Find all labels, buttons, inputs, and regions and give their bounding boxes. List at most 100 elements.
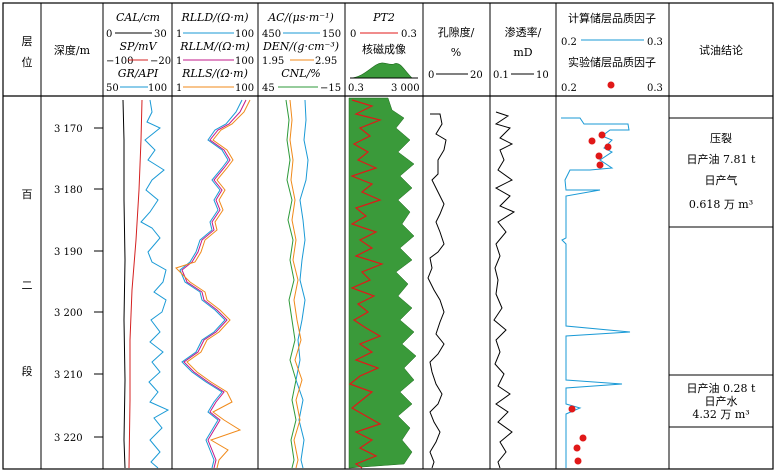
ac-curve <box>295 99 309 469</box>
nmr-label: 核磁成像 <box>362 42 406 56</box>
cal-max: 30 <box>154 29 167 40</box>
cal-min: 0 <box>106 29 112 40</box>
cnl-label: CNL/% <box>281 67 321 80</box>
track2-curves <box>175 99 251 469</box>
exp-quality-dot <box>568 405 576 413</box>
porosity-max: 20 <box>470 70 483 81</box>
conclusion-top-4: 0.618 万 m³ <box>689 198 753 211</box>
depth-tick-3210: 3 210 <box>54 370 83 381</box>
rlld-max: 100 <box>235 29 254 40</box>
porosity-curve <box>427 113 447 469</box>
depth-ticks: 3 170 3 180 3 190 3 200 3 210 3 220 <box>54 124 103 444</box>
den-label: DEN/(g·cm⁻³) <box>262 40 339 53</box>
exp-quality-dot <box>588 137 596 145</box>
porosity-label-2: % <box>451 46 461 59</box>
depth-tick-3190: 3 190 <box>54 247 83 258</box>
exp-quality-dot <box>596 161 604 169</box>
ac-min: 450 <box>262 29 281 40</box>
exp-quality-label: 实验储层品质因子 <box>568 55 656 69</box>
formation-char-2: 二 <box>22 279 33 292</box>
rlld-curve <box>179 99 243 469</box>
exp-quality-dots <box>568 131 612 465</box>
conclusion-top-3: 日产气 <box>705 173 738 187</box>
exp-quality-min: 0.2 <box>561 83 577 94</box>
exp-quality-dot <box>598 131 606 139</box>
pt2-max: 0.3 <box>401 29 417 40</box>
exp-quality-dot <box>595 152 603 160</box>
nmr-min: 0.3 <box>348 83 364 94</box>
calc-quality-label: 计算储层品质因子 <box>568 11 656 25</box>
den-curve <box>289 99 303 469</box>
pt2-curve <box>348 99 384 469</box>
exp-quality-dot <box>573 444 581 452</box>
rllm-curve <box>181 99 247 469</box>
permeability-curve <box>493 111 516 469</box>
gr-min: 50 <box>106 83 119 94</box>
formation-char-1: 百 <box>22 188 33 201</box>
sp-max: −20 <box>150 56 171 67</box>
permeability-label-2: mD <box>513 46 532 59</box>
nmr-max: 3 000 <box>391 83 420 94</box>
permeability-label-1: 渗透率/ <box>505 25 542 39</box>
cnl-max: −15 <box>320 83 341 94</box>
den-min: 1.95 <box>262 56 284 67</box>
calc-quality-curve <box>561 117 631 468</box>
layer-label-1: 层 <box>22 35 33 48</box>
pt2-min: 0 <box>350 29 356 40</box>
conclusion-top-2: 日产油 7.81 t <box>687 152 756 166</box>
depth-header: 深度/m <box>54 43 91 57</box>
sp-curve <box>128 99 143 469</box>
sp-min: −100 <box>106 56 133 67</box>
porosity-label-1: 孔隙度/ <box>438 25 475 39</box>
depth-tick-3200: 3 200 <box>54 308 83 319</box>
rlld-label: RLLD/(Ω·m) <box>180 11 248 24</box>
exp-quality-dot <box>604 143 612 151</box>
depth-tick-3220: 3 220 <box>54 433 83 444</box>
exp-quality-legend-dot <box>607 81 615 89</box>
den-max: 2.95 <box>315 56 337 67</box>
depth-tick-3170: 3 170 <box>54 124 83 135</box>
exp-quality-max: 0.3 <box>647 83 663 94</box>
track3-curves <box>285 99 309 469</box>
formation-char-3: 段 <box>22 364 33 378</box>
ac-label: AC/(μs·m⁻¹) <box>267 11 334 24</box>
conclusion-bottom-3: 4.32 万 m³ <box>692 408 749 421</box>
cnl-curve <box>285 99 297 469</box>
rlls-curve <box>175 99 251 469</box>
conclusion-bottom-1: 日产油 0.28 t <box>687 381 756 395</box>
rllm-max: 100 <box>235 56 254 67</box>
rllm-label: RLLM/(Ω·m) <box>179 40 250 53</box>
permeability-min: 0.1 <box>493 70 509 81</box>
sp-label: SP/mV <box>119 40 157 53</box>
gr-curve <box>140 99 170 469</box>
permeability-max: 10 <box>536 70 549 81</box>
rlls-label: RLLS/(Ω·m) <box>181 67 248 80</box>
nmr-fill <box>348 97 417 469</box>
conclusion-bottom-2: 日产水 <box>705 394 738 408</box>
outer-border <box>2 2 774 470</box>
gr-max: 100 <box>148 83 167 94</box>
calc-quality-min: 0.2 <box>561 37 577 48</box>
rllm-min: 1 <box>176 56 182 67</box>
gr-label: GR/API <box>118 67 159 80</box>
depth-tick-3180: 3 180 <box>54 185 83 196</box>
conclusion-top-1: 压裂 <box>710 132 732 145</box>
rlld-min: 1 <box>176 29 182 40</box>
pt2-label: PT2 <box>372 11 395 24</box>
porosity-min: 0 <box>428 70 434 81</box>
layer-label-2: 位 <box>22 55 33 69</box>
column-dividers <box>40 3 670 469</box>
cal-label: CAL/cm <box>116 11 160 24</box>
exp-quality-dot <box>574 457 582 465</box>
rlls-min: 1 <box>176 83 182 94</box>
track1-curves <box>122 99 170 469</box>
cal-curve <box>122 99 126 469</box>
ac-max: 150 <box>322 29 341 40</box>
track4-nmr <box>348 97 417 469</box>
conclusion-header: 试油结论 <box>699 43 743 57</box>
cnl-min: 45 <box>262 83 275 94</box>
nmr-legend-shape <box>350 62 413 79</box>
calc-quality-max: 0.3 <box>647 37 663 48</box>
